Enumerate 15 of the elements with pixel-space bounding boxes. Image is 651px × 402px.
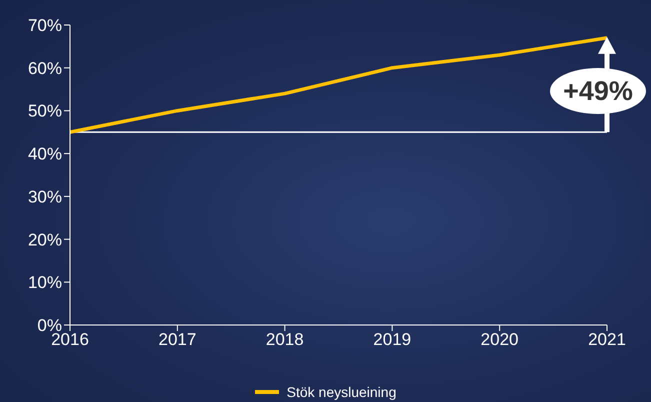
y-tick-label: 30% [28, 187, 62, 206]
x-tick-label: 2021 [588, 330, 626, 350]
x-tick-label: 2019 [373, 330, 412, 350]
y-tick-label: 20% [28, 230, 62, 250]
annotation: +49% [563, 76, 633, 106]
x-tick-label: 2017 [158, 330, 196, 350]
y-tick-label: 70% [28, 16, 62, 36]
y-tick-label: 60% [28, 58, 62, 78]
legend-label: Stök neyslueining [286, 384, 396, 400]
y-tick-label: 40% [28, 144, 62, 164]
x-tick-label: 2018 [266, 330, 304, 350]
x-tick-label: 2020 [480, 330, 519, 350]
x-tick-label: 2016 [51, 330, 89, 350]
y-tick-label: 50% [28, 102, 62, 121]
y-tick-label: 10% [28, 273, 62, 292]
